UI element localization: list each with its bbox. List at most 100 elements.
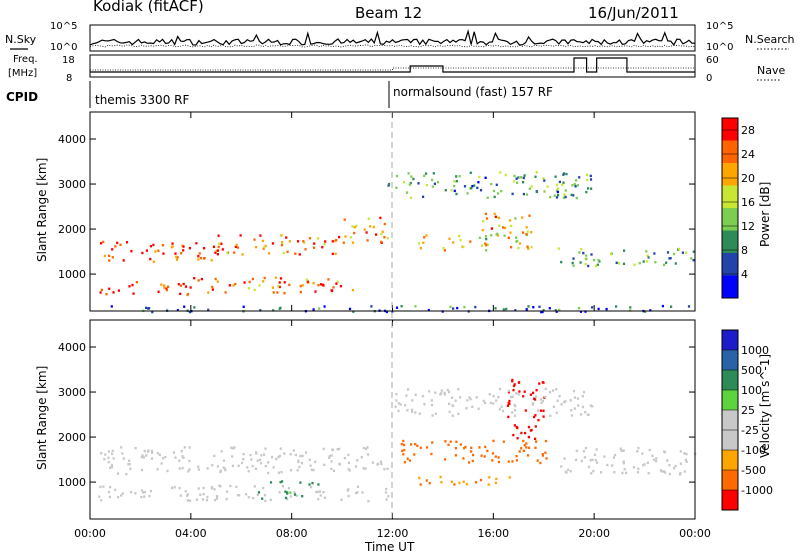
power-cell [351,241,355,244]
velocity-cell [439,475,442,479]
velocity-cell [150,457,153,460]
power-cell [176,309,179,312]
freq-label: Freq. [13,54,38,65]
velocity-cell [199,493,202,497]
velocity-cell [180,450,183,453]
velocity-cell [384,491,388,494]
velocity-cell [323,463,326,466]
velocity-cell [593,453,597,456]
power-cell [162,252,165,255]
power-cell [571,184,574,187]
velocity-cell [492,394,495,398]
velocity-cell [541,453,544,456]
power-cell [203,256,206,260]
velocity-cell [513,408,517,412]
power-cell [135,281,138,284]
velocity-cell [242,452,245,456]
velocity-cell [186,499,189,502]
power-cell [458,175,461,178]
power-cell [589,178,593,181]
velocity-cell [454,399,457,402]
velocity-cell [663,450,667,454]
power-cell [119,243,122,246]
velocity-cell [552,405,555,408]
power-cell [409,181,412,185]
power-cell [521,216,524,219]
velocity-cell [264,499,267,503]
power-cell [193,306,196,309]
velocity-cell [219,470,222,474]
velocity-cell [150,449,153,453]
power-cell [380,233,383,236]
velocity-cell [330,460,333,463]
power-cell [304,248,307,251]
power-cell [645,260,649,263]
power-colorbar-frame [721,117,739,299]
x-tick-label: 20:00 [578,527,610,540]
velocity-cell [641,452,644,455]
power-cell [653,252,656,255]
power-cell [518,242,522,245]
velocity-cell [449,440,452,443]
power-cell [379,216,382,220]
power-cell [99,291,102,294]
velocity-cell [383,468,386,471]
velocity-cell [120,446,123,449]
power-cell [666,251,670,254]
velocity-cell [328,455,331,458]
velocity-cell [402,443,406,447]
velocity-cell [304,451,308,454]
velocity-cell [414,411,417,414]
power-cell [484,212,488,216]
power-cell [285,236,288,239]
velocity-cell [110,466,114,469]
velocity-cell [567,468,570,471]
power-cell [534,175,537,178]
velocity-cell [450,480,454,483]
power-cell [288,240,291,243]
power-cell [690,257,693,260]
power-cell [242,305,245,308]
velocity-cell [527,454,530,457]
power-cell [301,284,304,287]
power-cell [436,181,440,184]
power-cell [395,306,399,309]
velocity-cell [287,487,291,490]
station-title: Kodiak (fitACF) [93,0,204,15]
power-cell [505,307,508,311]
velocity-cell [232,447,235,450]
velocity-cell [301,454,304,458]
power-cell [554,309,557,312]
velocity-cell [527,425,531,429]
power-panel: 1000 2000 3000 4000 Slant Range [km] [35,111,696,314]
velocity-cell [647,472,650,475]
power-colorbar: 4 8 12 16 20 24 28 [721,117,755,299]
power-cell [549,195,552,199]
velocity-cell [402,439,405,443]
power-cell [484,235,488,238]
velocity-cell [637,467,640,470]
velocity-cell [328,456,331,459]
power-cell [179,284,182,287]
power-cell [280,234,283,237]
velocity-cell [181,455,184,458]
velocity-cell [216,495,219,498]
power-cell [499,171,502,174]
power-cell [450,189,453,192]
velocity-cell [364,467,367,470]
velocity-cell [298,465,301,469]
velocity-cell [556,399,559,402]
power-cell [486,196,489,199]
velocity-cell [431,441,434,444]
velocity-cell [454,454,457,457]
velocity-cell [622,462,625,465]
velocity-cell [574,396,577,399]
velocity-cell [338,447,341,451]
velocity-cell [406,457,409,460]
power-cell [335,282,338,285]
velocity-cell [470,450,473,453]
velocity-cell [475,396,478,399]
power-cell [494,307,497,310]
velocity-cell [487,483,490,486]
velocity-cell [515,425,518,429]
